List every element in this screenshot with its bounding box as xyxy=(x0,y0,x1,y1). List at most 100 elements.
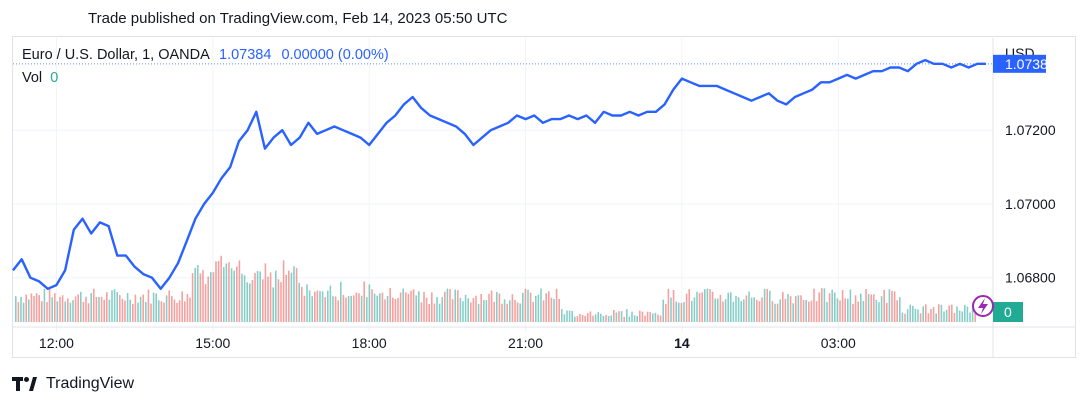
volume-bar xyxy=(774,303,776,322)
volume-bar xyxy=(836,298,839,322)
volume-bar xyxy=(451,299,454,322)
volume-bar xyxy=(332,296,334,322)
volume-bar xyxy=(626,309,628,322)
volume-bar xyxy=(680,302,683,322)
volume-bar xyxy=(506,303,508,322)
volume-bar xyxy=(704,289,706,322)
volume-bar xyxy=(220,255,222,322)
volume-bar xyxy=(433,303,436,322)
volume-bar xyxy=(498,293,501,322)
volume-bar xyxy=(280,282,282,322)
volume-bar xyxy=(431,292,433,322)
volume-bar xyxy=(821,288,823,322)
volume-bar xyxy=(919,313,922,322)
volume-bar xyxy=(886,302,888,322)
volume-bar xyxy=(147,289,150,322)
volume-bar xyxy=(472,297,475,322)
volume-bar xyxy=(810,300,813,322)
volume-bar xyxy=(873,294,875,322)
volume-bar xyxy=(555,288,558,322)
volume-bar xyxy=(342,294,345,322)
volume-legend: Vol 0 xyxy=(22,70,58,86)
volume-bar xyxy=(696,291,698,322)
volume-bar xyxy=(706,288,709,322)
volume-bar xyxy=(709,289,711,322)
volume-bar xyxy=(158,300,160,322)
volume-bar xyxy=(425,297,428,322)
volume-bar xyxy=(826,302,828,322)
volume-bar xyxy=(740,301,742,322)
volume-bar xyxy=(314,291,316,322)
volume-bar xyxy=(875,299,878,322)
volume-bar xyxy=(186,294,189,322)
volume-label[interactable]: Vol xyxy=(22,70,43,86)
volume-bar xyxy=(574,316,576,322)
volume-bar xyxy=(43,288,46,322)
volume-bar xyxy=(639,310,641,322)
volume-bar xyxy=(191,273,194,322)
volume-bar xyxy=(753,297,755,322)
volume-bar xyxy=(581,314,584,322)
volume-bar xyxy=(693,297,696,322)
volume-bar xyxy=(360,295,363,322)
x-tick-label-4: 14 xyxy=(674,335,690,351)
volume-bar xyxy=(202,270,204,322)
volume-bar xyxy=(589,311,592,322)
volume-bar xyxy=(168,290,170,322)
volume-bar xyxy=(818,292,820,322)
volume-bar xyxy=(230,268,233,322)
volume-bar xyxy=(545,293,547,322)
volume-bar xyxy=(384,299,386,322)
volume-bar xyxy=(176,302,178,322)
volume-bar xyxy=(223,266,225,322)
volume-bar xyxy=(485,300,488,322)
volume-bar xyxy=(914,308,917,322)
volume-bar xyxy=(912,305,914,322)
chart-frame[interactable] xyxy=(12,36,1076,358)
volume-bar xyxy=(275,270,277,322)
volume-bar xyxy=(420,302,423,322)
volume-bar xyxy=(119,295,121,322)
volume-bar xyxy=(353,295,355,322)
volume-bar xyxy=(215,261,217,322)
volume-bar xyxy=(329,285,332,322)
volume-bar xyxy=(735,295,737,322)
volume-bar xyxy=(961,311,963,322)
volume-bar xyxy=(870,294,872,322)
volume-bar xyxy=(264,263,267,322)
y-tick-label-1: 1.07000 xyxy=(1005,196,1056,212)
volume-bar xyxy=(311,296,313,322)
volume-bar xyxy=(802,300,805,322)
volume-bar xyxy=(152,292,155,322)
volume-bar xyxy=(865,288,867,322)
volume-bar xyxy=(496,292,498,322)
volume-bar xyxy=(321,291,324,322)
volume-bar xyxy=(145,301,147,322)
volume-bar xyxy=(776,303,779,322)
volume-bar xyxy=(184,301,186,322)
volume-bar xyxy=(737,297,740,322)
volume-bar xyxy=(470,302,472,322)
volume-bar xyxy=(22,302,25,322)
volume-bar xyxy=(163,302,165,322)
symbol-label[interactable]: Euro / U.S. Dollar, 1, OANDA xyxy=(22,47,209,63)
volume-bar xyxy=(883,289,885,322)
price-badge xyxy=(993,54,1046,73)
volume-bar xyxy=(667,288,670,322)
volume-bar xyxy=(173,299,176,322)
x-tick-label-3: 21:00 xyxy=(508,335,543,351)
volume-bar xyxy=(454,289,456,322)
volume-badge xyxy=(993,302,1023,322)
volume-bar xyxy=(139,296,142,322)
chart-legend: Euro / U.S. Dollar, 1, OANDA 1.07384 0.0… xyxy=(22,47,389,63)
volume-badge-label: 0 xyxy=(1004,304,1012,320)
volume-bar xyxy=(368,284,371,322)
volume-bar xyxy=(340,281,342,322)
volume-bar xyxy=(511,294,514,322)
volume-bar xyxy=(782,291,784,322)
volume-bar xyxy=(602,315,605,322)
volume-bar xyxy=(477,303,480,322)
volume-bar xyxy=(880,296,883,322)
brand[interactable]: TradingView xyxy=(12,375,134,393)
